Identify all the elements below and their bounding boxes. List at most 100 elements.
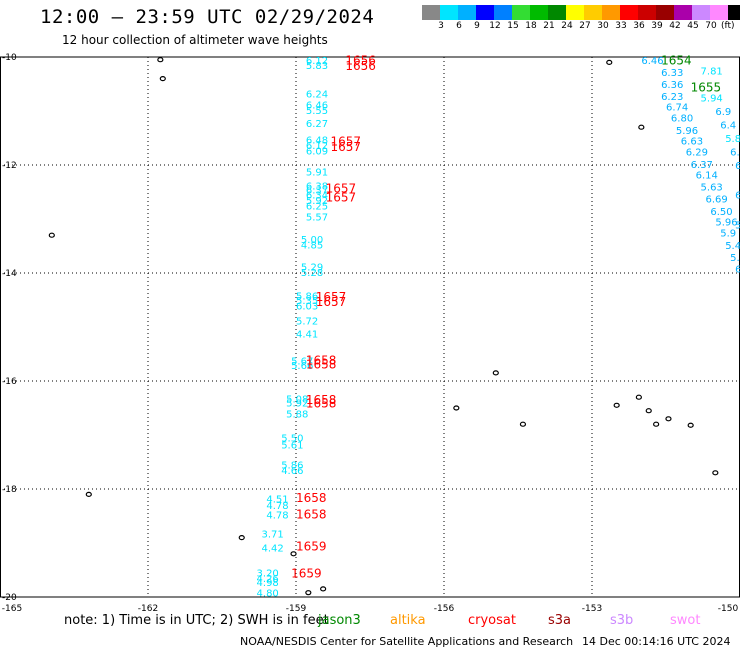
colorbar-label: 6 <box>456 21 462 31</box>
island-outline <box>613 402 620 408</box>
wave-height-label: 6.37 <box>306 185 328 196</box>
map-frame <box>0 56 740 598</box>
pass-time-label: 1658 <box>306 353 337 367</box>
pass-time-label: 1659 <box>291 567 322 581</box>
wave-height-label: 4.26 <box>257 574 279 585</box>
colorbar-label: 12 <box>489 21 501 31</box>
wave-height-label: 5.61 <box>281 441 303 452</box>
wave-height-label: 6.27 <box>306 119 328 130</box>
colorbar-swatch <box>638 5 656 20</box>
pass-time-label: 1656 <box>345 59 376 73</box>
colorbar-swatch <box>728 5 740 20</box>
colorbar-swatch <box>494 5 512 20</box>
y-tick-label: -18 <box>2 485 17 495</box>
wave-height-label: 6.37 <box>691 160 713 171</box>
wave-height-label: 6.33 <box>661 68 683 79</box>
wave-height-label: 5.8 <box>725 134 740 145</box>
legend-item-swot: swot <box>670 613 701 628</box>
island-outline <box>453 405 460 411</box>
wave-height-label: 5.35 <box>296 296 318 307</box>
pass-time-label: 1657 <box>331 135 362 149</box>
colorbar-swatch <box>584 5 602 20</box>
credit-line: NOAA/NESDIS Center for Satellite Applica… <box>240 635 574 648</box>
legend-item-cryosat: cryosat <box>468 613 516 628</box>
wave-height-label: 6.63 <box>681 137 703 148</box>
pass-time-label: 1657 <box>326 190 357 204</box>
colorbar-swatch <box>476 5 494 20</box>
pass-time-label: 1654 <box>661 54 692 68</box>
x-tick-label: -150 <box>718 604 739 614</box>
pass-time-label: 1659 <box>296 540 327 554</box>
wave-height-label: 6 <box>735 265 740 276</box>
wave-height-label: 6.46 <box>641 56 663 67</box>
island-outline <box>712 470 719 476</box>
colorbar-label: 3 <box>438 21 444 31</box>
wave-height-label: 5.91 <box>306 167 328 178</box>
island-outline <box>85 491 92 497</box>
wave-height-label: 3.20 <box>257 569 279 580</box>
wave-height-label: 6.69 <box>705 194 727 205</box>
colorbar-swatch <box>602 5 620 20</box>
wave-height-label: 5.67 <box>291 356 313 367</box>
island-outline <box>653 421 660 427</box>
colorbar-unit: (ft) <box>721 21 735 31</box>
wave-height-label: 5.50 <box>281 434 303 445</box>
colorbar-label: 33 <box>615 21 627 31</box>
colorbar-swatch <box>512 5 530 20</box>
wave-height-label: 4.42 <box>261 543 283 554</box>
island-outline <box>519 421 527 427</box>
pass-time-label: 1658 <box>296 491 327 505</box>
footer-note: note: 1) Time is in UTC; 2) SWH is in fe… <box>64 613 329 628</box>
wave-height-colorbar <box>422 5 740 20</box>
wave-height-label: 5.63 <box>701 183 723 194</box>
wave-height-label: 6.34 <box>306 191 328 202</box>
colorbar-swatch <box>440 5 458 20</box>
wave-height-label: 6.80 <box>671 113 693 124</box>
y-tick-label: -20 <box>2 593 17 603</box>
y-tick-label: -10 <box>2 53 17 63</box>
wave-height-label: 6.50 <box>710 207 732 218</box>
colorbar-swatch <box>458 5 476 20</box>
legend-item-s3b: s3b <box>610 613 634 628</box>
colorbar-swatch <box>620 5 638 20</box>
colorbar-swatch <box>692 5 710 20</box>
wave-height-label: 5.55 <box>306 106 328 117</box>
colorbar-swatch <box>422 5 440 20</box>
wave-height-label: 5.9 <box>720 229 736 240</box>
wave-height-label: 5.4 <box>725 241 740 252</box>
wave-height-label: 4.41 <box>296 329 318 340</box>
island-outline <box>606 59 613 66</box>
pass-time-label: 1658 <box>296 507 327 521</box>
wave-height-label: 5.92 <box>306 196 328 207</box>
pass-time-label: 1657 <box>316 290 347 304</box>
colorbar-label: 39 <box>651 21 663 31</box>
island-outline <box>320 586 327 592</box>
wave-height-label: 5.57 <box>306 212 328 223</box>
wave-height-label: 4.78 <box>266 501 288 512</box>
y-tick-label: -12 <box>2 161 17 171</box>
wave-height-label: 6. <box>735 191 740 202</box>
map-title: 12:00 – 23:59 UTC 02/29/2024 <box>40 6 375 28</box>
island-outline <box>492 370 499 376</box>
colorbar-label: 36 <box>633 21 645 31</box>
wave-height-label: 6.7 <box>730 148 740 159</box>
wave-height-label: 6.9 <box>715 107 731 118</box>
island-outline <box>159 75 166 82</box>
wave-height-label: 4.51 <box>266 495 288 506</box>
island-outline <box>687 422 694 428</box>
wave-height-label: 5.86 <box>281 461 303 472</box>
pass-time-label: 1657 <box>316 295 347 309</box>
pass-time-label: 1656 <box>345 54 376 68</box>
wave-height-label: 6.46 <box>306 101 328 112</box>
colorbar-label: 21 <box>543 21 555 31</box>
pass-time-label: 1655 <box>691 81 722 95</box>
colorbar-label: 30 <box>597 21 609 31</box>
y-tick-label: -14 <box>2 269 17 279</box>
wave-height-label: 5.29 <box>301 263 323 274</box>
colorbar-swatch <box>530 5 548 20</box>
wave-height-label: 5.92 <box>286 399 308 410</box>
legend-item-s3a: s3a <box>548 613 572 628</box>
wave-height-label: 5.96 <box>676 126 698 137</box>
